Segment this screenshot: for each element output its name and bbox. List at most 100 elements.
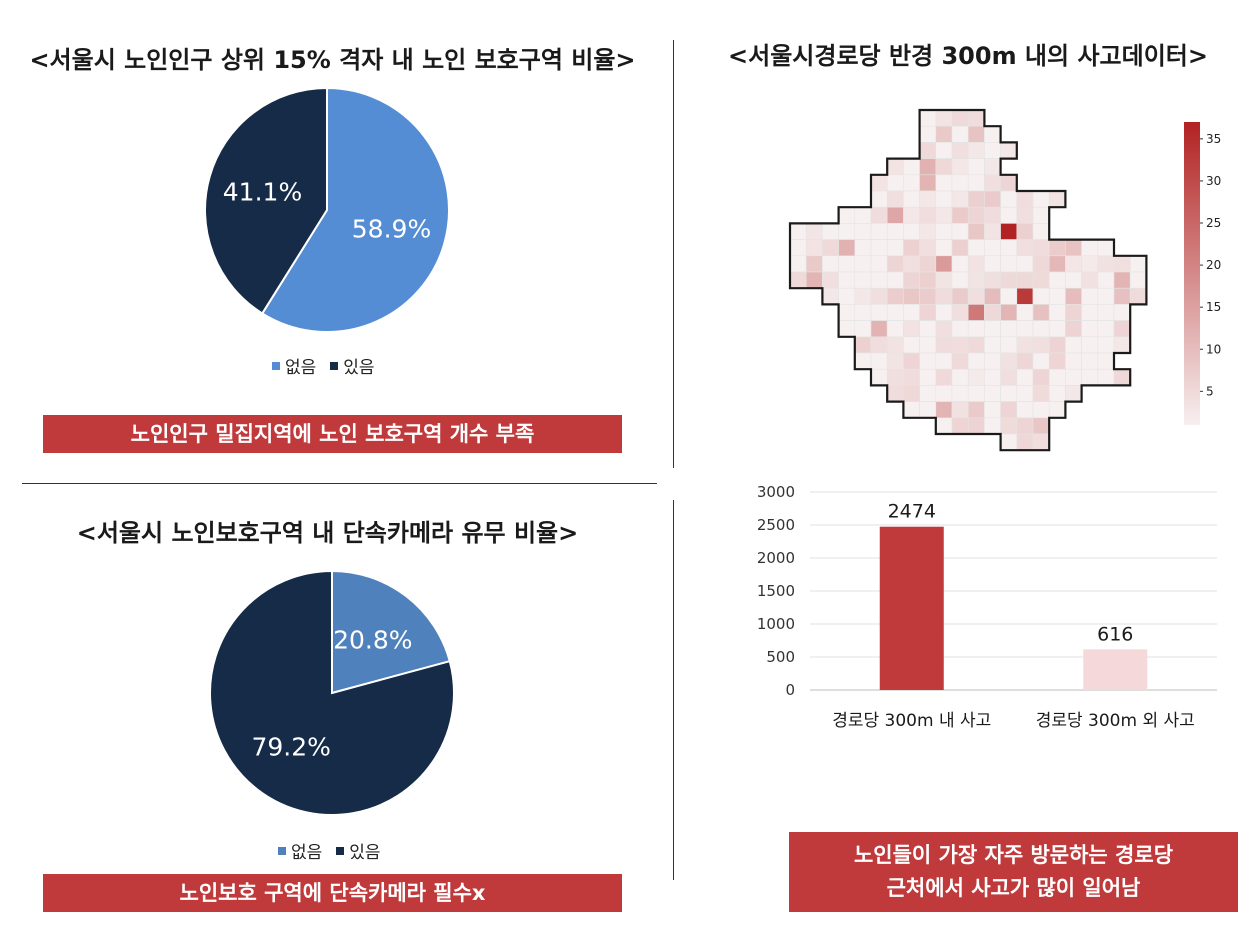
heatmap-cell [1016, 287, 1034, 305]
heatmap-cell [903, 352, 920, 370]
heatmap-cell [1032, 336, 1050, 354]
heatmap-cell [805, 255, 823, 273]
heatmap-cell [903, 304, 920, 321]
heatmap-cell [951, 336, 969, 354]
heatmap-cell [1000, 174, 1018, 192]
heatmap-cell [903, 336, 920, 354]
heatmap-cell [854, 206, 872, 224]
heatmap-cell [951, 125, 969, 143]
heatmap-cell [1129, 271, 1147, 289]
heatmap-cell [935, 142, 953, 159]
heatmap-cell [919, 352, 937, 370]
heatmap-cell [854, 320, 872, 338]
heatmap-cell [1000, 190, 1018, 208]
heatmap-cell [1113, 368, 1131, 386]
heatmap-cell [1000, 255, 1018, 273]
pie1-value-label-0: 58.9% [352, 215, 431, 244]
heatmap-cell [854, 352, 872, 370]
heatmap-cell [1016, 271, 1034, 289]
heatmap-cell [1032, 320, 1050, 338]
bottom-right-banner-line1: 노인들이 가장 자주 방문하는 경로당 [853, 843, 1174, 868]
heatmap-cell [886, 239, 904, 257]
heatmap-cell [984, 401, 1001, 419]
heatmap-cell [1048, 255, 1066, 273]
heatmap-cell [967, 271, 985, 289]
heatmap-cell [838, 223, 856, 240]
heatmap-cell [854, 304, 872, 321]
pie2-legend-swatch-0 [278, 846, 286, 855]
heatmap-cell [1032, 287, 1050, 305]
heatmap-cell [1097, 271, 1115, 289]
bar-ytick-label-1: 500 [766, 648, 795, 666]
heatmap-cell [1065, 304, 1082, 321]
heatmap-cell [1081, 320, 1099, 338]
heatmap-cell [822, 287, 839, 305]
heatmap-cell [935, 174, 953, 192]
heatmap-cell [903, 239, 920, 257]
heatmap-colorbar: 35 30 25 20 15 10 5 [1184, 122, 1221, 425]
heatmap-cell [854, 223, 872, 240]
heatmap-cell [870, 271, 888, 289]
pie1-legend-swatch-0 [272, 361, 280, 370]
heatmap-cell [967, 223, 985, 240]
heatmap-cell [967, 142, 985, 159]
bar-1 [1083, 649, 1148, 690]
heatmap-cell [1032, 206, 1050, 224]
heatmap-cell [838, 206, 856, 224]
heatmap-cell [1129, 287, 1147, 305]
heatmap-cell [919, 368, 937, 386]
heatmap-cell [984, 206, 1001, 224]
heatmap-cell [870, 368, 888, 386]
heatmap-cell [1000, 271, 1018, 289]
heatmap-cell [903, 320, 920, 338]
heatmap-cell [1016, 385, 1034, 402]
pie1-legend-item-1: 있음 [330, 353, 375, 378]
heatmap-cell [870, 206, 888, 224]
heatmap-cell [1048, 239, 1066, 257]
pie2-value-label-0: 20.8% [333, 626, 412, 655]
pie2-legend: 없음 있음 [278, 838, 381, 863]
bottom-right-banner-line2: 근처에서 사고가 많이 일어남 [886, 876, 1141, 900]
heatmap-cell [903, 174, 920, 192]
heatmap-cell [919, 158, 937, 176]
heatmap-cell [886, 158, 904, 176]
heatmap-cell [1000, 223, 1018, 240]
heatmap-cell [1065, 336, 1082, 354]
heatmap-cell [1097, 320, 1115, 338]
heatmap-cell [1000, 239, 1018, 257]
heatmap-cell [854, 336, 872, 354]
heatmap-cell [1065, 385, 1082, 402]
heatmap-cell [951, 304, 969, 321]
heatmap-cell [951, 142, 969, 159]
heatmap-cell [789, 255, 807, 273]
heatmap-cell [1048, 385, 1066, 402]
colorbar-gradient [1184, 122, 1200, 425]
pie2-legend-swatch-1 [336, 846, 345, 855]
heatmap-cell [967, 109, 985, 127]
pie1-legend-item-0: 없음 [272, 353, 316, 378]
heatmap-cell [838, 239, 856, 257]
heatmap-cell [1113, 271, 1131, 289]
heatmap-cell [854, 271, 872, 289]
heatmap-cell [951, 352, 969, 370]
heatmap-cell [838, 271, 856, 289]
heatmap-cell [886, 271, 904, 289]
pie1-legend-label-0: 없음 [285, 358, 317, 378]
pie2-value-label-1: 79.2% [251, 732, 330, 761]
heatmap-cell [886, 304, 904, 321]
heatmap-cell [1097, 304, 1115, 321]
heatmap-cell [1113, 320, 1131, 338]
heatmap-cell [984, 142, 1001, 159]
heatmap-cell [967, 158, 985, 176]
heatmap-cell [951, 401, 969, 419]
heatmap-cell [984, 125, 1001, 143]
heatmap-cell [854, 287, 872, 305]
heatmap-cell [1048, 304, 1066, 321]
heatmap-cell [870, 287, 888, 305]
heatmap-cell [903, 158, 920, 176]
pie2-legend-item-0: 없음 [278, 838, 322, 863]
heatmap-cell [1032, 223, 1050, 240]
heatmap-cell [886, 336, 904, 354]
heatmap-cell [951, 223, 969, 240]
heatmap-cell [935, 206, 953, 224]
